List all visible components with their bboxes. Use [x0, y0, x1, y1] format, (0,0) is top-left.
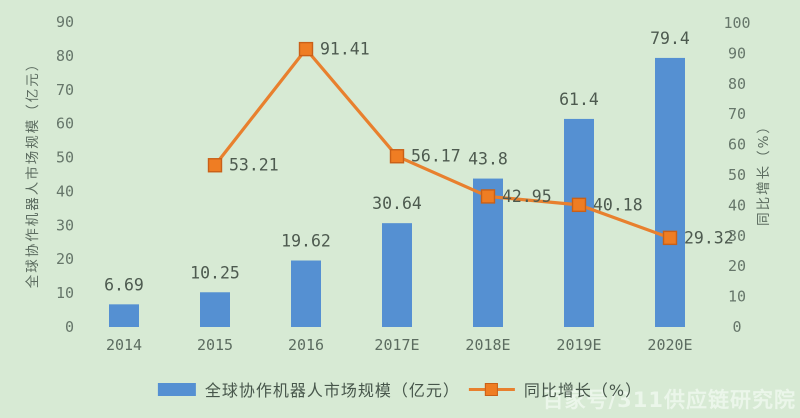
bar-2016: [291, 260, 321, 327]
bar-value-label-2019E: 61.4: [559, 90, 599, 109]
left-axis-tick-30: 30: [56, 216, 74, 234]
x-axis-label-2015: 2015: [197, 336, 233, 354]
x-axis-label-2019E: 2019E: [556, 336, 601, 354]
right-axis-tick-30: 30: [728, 227, 746, 245]
left-axis-tick-10: 10: [56, 284, 74, 302]
growth-line: [213, 46, 671, 240]
line-marker-2020E: [662, 230, 678, 246]
line-marker-2015: [207, 158, 223, 173]
left-axis-tick-50: 50: [56, 149, 74, 167]
right-axis-tick-100: 100: [723, 14, 750, 32]
bar-2014: [109, 304, 139, 327]
right-axis-tick-60: 60: [728, 136, 746, 154]
line-value-label-2016: 91.41: [320, 40, 370, 59]
bar-legend-label: 全球协作机器人市场规模（亿元）: [204, 381, 460, 400]
left-axis-tick-70: 70: [56, 81, 74, 99]
left-axis-tick-80: 80: [56, 47, 74, 65]
right-axis-tick-0: 0: [732, 318, 741, 336]
line-marker-2017E: [389, 149, 405, 164]
bar-value-label-2016: 19.62: [281, 232, 331, 251]
legend: 全球协作机器人市场规模（亿元） 同比增长（%）: [157, 377, 643, 401]
bar-value-label-2020E: 79.4: [650, 29, 690, 48]
bar-2017E: [382, 223, 412, 327]
right-axis-tick-50: 50: [728, 166, 746, 184]
x-axis-label-2020E: 2020E: [647, 336, 692, 354]
line-marker-2018E: [480, 189, 496, 204]
watermark: 百家号/311供应链研究院: [542, 388, 796, 412]
right-axis-tick-80: 80: [728, 75, 746, 93]
x-axis-label-2014: 2014: [106, 336, 142, 354]
line-value-label-2020E: 29.32: [684, 228, 734, 247]
bar-value-label-2014: 6.69: [104, 275, 144, 294]
bar-2020E: [655, 57, 685, 328]
right-axis-tick-20: 20: [728, 257, 746, 275]
line-marker-2019E: [571, 197, 587, 213]
left-axis-tick-40: 40: [56, 182, 74, 200]
right-axis-title: 同比增长（%）: [756, 118, 772, 226]
bar-value-label-2017E: 30.64: [372, 194, 422, 213]
x-axis-label-2018E: 2018E: [465, 336, 510, 354]
bar-2019E: [564, 118, 594, 327]
left-axis-tick-0: 0: [65, 318, 74, 336]
right-axis-tick-70: 70: [728, 105, 746, 123]
right-axis-tick-10: 10: [728, 288, 746, 306]
line-value-label-2017E: 56.17: [411, 147, 461, 166]
line-marker-2016: [298, 41, 314, 57]
line-value-label-2019E: 40.18: [593, 195, 643, 214]
bar-2015: [200, 292, 230, 327]
left-axis-tick-90: 90: [56, 13, 74, 31]
left-axis-title: 全球协作机器人市场规模（亿元）: [25, 55, 41, 289]
line-value-label-2015: 53.21: [229, 156, 279, 175]
x-axis-label-2017E: 2017E: [374, 336, 419, 354]
bar-value-label-2018E: 43.8: [468, 150, 508, 169]
right-axis-tick-90: 90: [728, 44, 746, 62]
bar-value-label-2015: 10.25: [190, 263, 240, 282]
line-legend-marker: [468, 382, 515, 396]
line-legend-label: 同比增长（%）: [523, 381, 643, 400]
x-axis-label-2016: 2016: [288, 336, 324, 354]
left-axis-tick-20: 20: [56, 250, 74, 268]
line-value-label-2018E: 42.95: [502, 187, 552, 206]
left-axis-tick-60: 60: [56, 115, 74, 133]
right-axis-tick-40: 40: [728, 196, 746, 214]
bar-legend-swatch: [157, 382, 196, 396]
line-legend-square-icon: [484, 382, 498, 396]
